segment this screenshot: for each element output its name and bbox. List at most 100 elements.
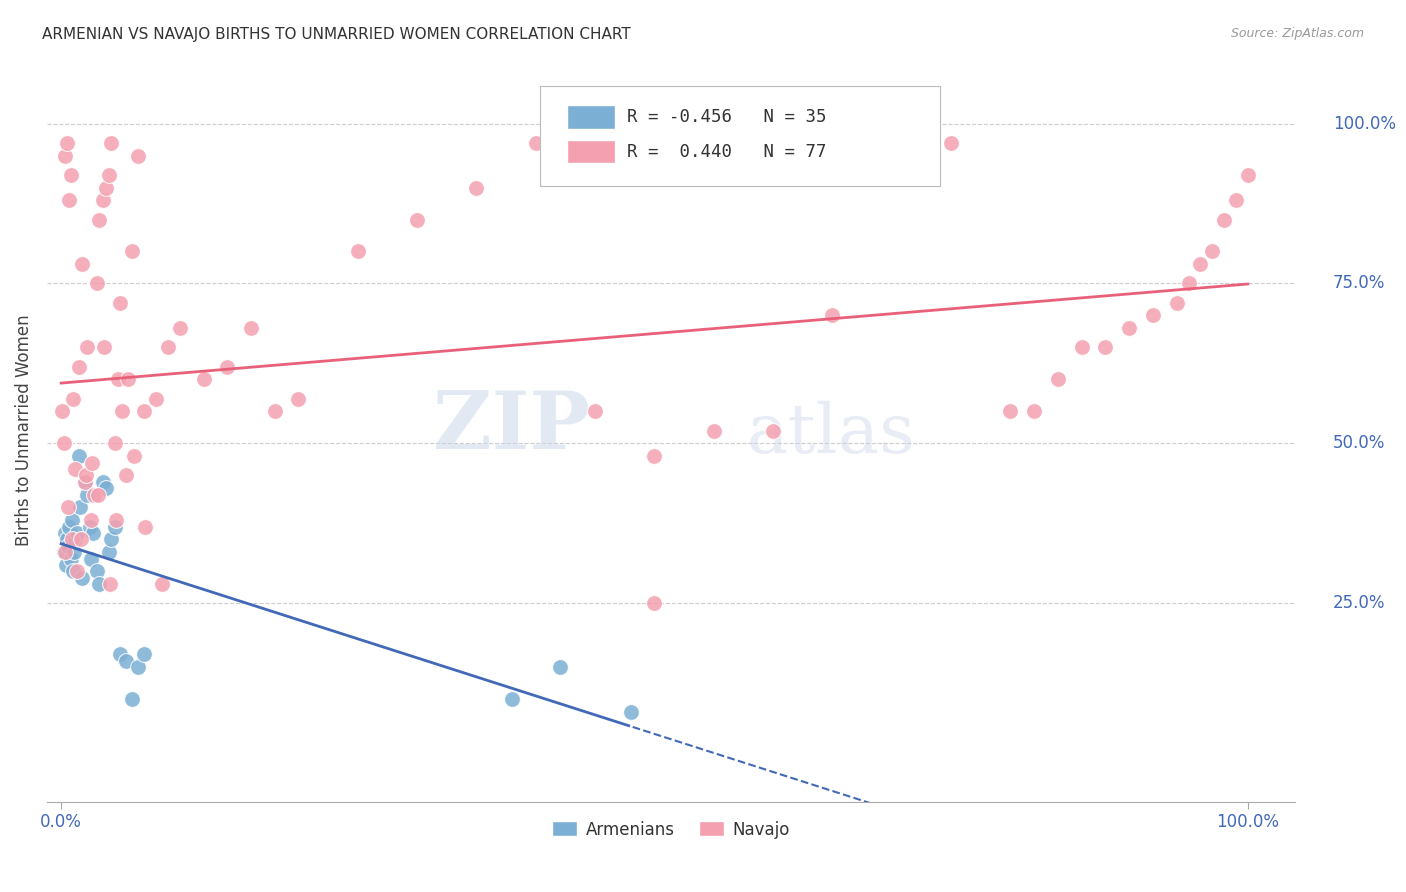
Point — [193, 372, 215, 386]
Point — [80, 551, 103, 566]
Point — [87, 487, 110, 501]
Text: ZIP: ZIP — [433, 388, 591, 466]
Point — [346, 244, 368, 259]
Point — [56, 136, 79, 150]
Point — [121, 692, 143, 706]
Point — [59, 551, 82, 566]
Point — [52, 436, 75, 450]
Point — [703, 424, 725, 438]
Point — [1046, 372, 1069, 386]
Point — [880, 148, 903, 162]
Point — [548, 660, 571, 674]
Point — [87, 212, 110, 227]
Point — [1189, 257, 1212, 271]
Point — [76, 487, 98, 501]
Point — [1213, 212, 1236, 227]
Point — [82, 525, 104, 540]
Point — [941, 136, 963, 150]
Point — [156, 341, 179, 355]
Point — [1000, 404, 1022, 418]
Point — [55, 558, 77, 572]
Point — [60, 533, 83, 547]
Point — [287, 392, 309, 406]
Point — [1166, 295, 1188, 310]
Point — [91, 194, 114, 208]
Point — [134, 404, 156, 418]
Point — [127, 660, 149, 674]
Point — [620, 705, 643, 719]
Point — [110, 295, 132, 310]
Point — [115, 654, 138, 668]
Point — [80, 456, 103, 470]
Point — [1225, 194, 1247, 208]
Point — [121, 244, 143, 259]
Text: Source: ZipAtlas.com: Source: ZipAtlas.com — [1230, 27, 1364, 40]
Point — [73, 475, 96, 489]
Point — [501, 692, 523, 706]
Point — [58, 519, 80, 533]
Point — [240, 321, 263, 335]
Point — [169, 321, 191, 335]
Point — [1094, 341, 1116, 355]
Point — [51, 404, 73, 418]
Point — [65, 525, 87, 540]
Point — [72, 571, 94, 585]
Point — [72, 257, 94, 271]
Point — [104, 513, 127, 527]
Point — [465, 180, 488, 194]
Point — [643, 449, 665, 463]
Point — [643, 596, 665, 610]
Point — [67, 449, 90, 463]
Point — [1070, 341, 1092, 355]
Point — [62, 392, 84, 406]
Point — [62, 564, 84, 578]
Point — [583, 404, 606, 418]
Point — [524, 136, 547, 150]
Point — [1237, 168, 1260, 182]
Text: R = -0.456   N = 35: R = -0.456 N = 35 — [627, 108, 827, 126]
Point — [93, 341, 115, 355]
Point — [1142, 309, 1164, 323]
Point — [762, 424, 785, 438]
Point — [76, 341, 98, 355]
Point — [821, 309, 844, 323]
Point — [98, 577, 121, 591]
Point — [103, 436, 125, 450]
Text: 50.0%: 50.0% — [1333, 434, 1385, 452]
Point — [73, 475, 96, 489]
Point — [52, 545, 75, 559]
Point — [100, 533, 122, 547]
Y-axis label: Births to Unmarried Women: Births to Unmarried Women — [15, 315, 32, 547]
Point — [134, 648, 156, 662]
Point — [65, 462, 87, 476]
Point — [122, 449, 145, 463]
Point — [217, 359, 239, 374]
Point — [96, 180, 118, 194]
Point — [53, 148, 76, 162]
Text: 75.0%: 75.0% — [1333, 275, 1385, 293]
Point — [1024, 404, 1046, 418]
Point — [100, 136, 122, 150]
Point — [110, 648, 132, 662]
Point — [150, 577, 173, 591]
Text: 100.0%: 100.0% — [1333, 114, 1396, 133]
Legend: Armenians, Navajo: Armenians, Navajo — [546, 814, 797, 846]
Point — [86, 277, 108, 291]
Point — [65, 533, 87, 547]
Point — [63, 545, 86, 559]
Point — [111, 404, 134, 418]
Point — [67, 359, 90, 374]
Point — [103, 519, 125, 533]
FancyBboxPatch shape — [540, 86, 939, 186]
Point — [127, 148, 149, 162]
Point — [80, 513, 103, 527]
Point — [53, 525, 76, 540]
Text: 25.0%: 25.0% — [1333, 594, 1385, 612]
Point — [1118, 321, 1140, 335]
Point — [97, 545, 120, 559]
Point — [58, 539, 80, 553]
Point — [117, 372, 139, 386]
Point — [86, 564, 108, 578]
Point — [263, 404, 285, 418]
Point — [70, 533, 93, 547]
